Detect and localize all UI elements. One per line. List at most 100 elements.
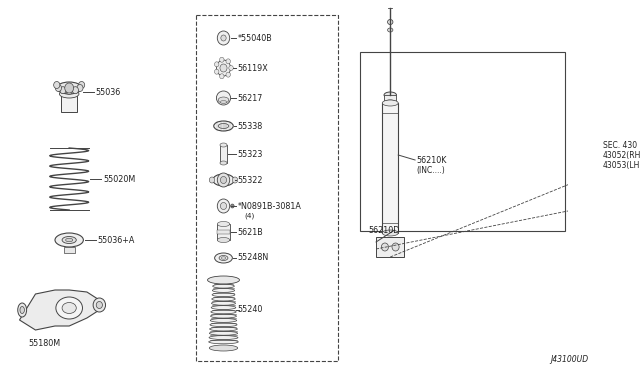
Bar bbox=[218, 230, 230, 234]
Ellipse shape bbox=[388, 19, 393, 25]
Ellipse shape bbox=[216, 91, 230, 105]
Ellipse shape bbox=[211, 301, 236, 305]
Text: *55040B: *55040B bbox=[237, 33, 273, 42]
Circle shape bbox=[60, 87, 66, 94]
Text: 56210K: 56210K bbox=[417, 155, 447, 164]
Ellipse shape bbox=[219, 256, 228, 260]
Circle shape bbox=[618, 146, 633, 164]
Circle shape bbox=[79, 81, 84, 89]
Ellipse shape bbox=[60, 90, 79, 98]
Ellipse shape bbox=[55, 233, 83, 247]
Circle shape bbox=[96, 301, 102, 308]
Circle shape bbox=[220, 57, 224, 62]
Text: 55322: 55322 bbox=[237, 176, 263, 185]
Ellipse shape bbox=[221, 257, 226, 259]
Ellipse shape bbox=[209, 345, 237, 351]
Bar bbox=[64, 247, 74, 253]
Circle shape bbox=[218, 199, 230, 213]
Bar bbox=[384, 95, 396, 103]
Ellipse shape bbox=[212, 284, 234, 288]
Circle shape bbox=[392, 243, 399, 251]
Ellipse shape bbox=[209, 340, 238, 344]
Ellipse shape bbox=[382, 230, 398, 236]
Text: 43052(RH): 43052(RH) bbox=[603, 151, 640, 160]
Circle shape bbox=[216, 60, 230, 76]
Circle shape bbox=[214, 69, 219, 74]
Ellipse shape bbox=[214, 121, 233, 131]
Ellipse shape bbox=[388, 28, 393, 32]
Text: 56217: 56217 bbox=[237, 93, 263, 103]
Ellipse shape bbox=[220, 161, 227, 165]
Text: (4): (4) bbox=[244, 213, 255, 219]
Ellipse shape bbox=[211, 310, 236, 314]
Ellipse shape bbox=[210, 323, 237, 327]
Ellipse shape bbox=[382, 100, 398, 106]
Ellipse shape bbox=[218, 237, 230, 243]
Ellipse shape bbox=[57, 82, 81, 94]
Text: 55036+A: 55036+A bbox=[97, 235, 135, 244]
Bar bbox=[360, 52, 564, 231]
Text: 56119X: 56119X bbox=[237, 64, 268, 73]
Ellipse shape bbox=[56, 297, 83, 319]
Text: 43053(LH): 43053(LH) bbox=[603, 160, 640, 170]
Circle shape bbox=[214, 62, 219, 67]
Circle shape bbox=[77, 84, 83, 92]
Circle shape bbox=[220, 202, 227, 209]
Bar bbox=[61, 94, 77, 112]
Circle shape bbox=[381, 243, 388, 251]
Ellipse shape bbox=[384, 100, 396, 106]
Circle shape bbox=[55, 84, 61, 92]
Circle shape bbox=[229, 65, 233, 71]
Circle shape bbox=[218, 31, 230, 45]
Circle shape bbox=[220, 176, 227, 183]
Text: SEC. 430: SEC. 430 bbox=[603, 141, 637, 150]
Circle shape bbox=[221, 35, 226, 41]
Circle shape bbox=[66, 87, 72, 94]
Circle shape bbox=[230, 204, 234, 208]
Circle shape bbox=[621, 151, 629, 160]
Circle shape bbox=[54, 81, 60, 89]
Bar bbox=[218, 224, 230, 240]
Ellipse shape bbox=[384, 92, 396, 98]
Ellipse shape bbox=[214, 253, 232, 263]
Text: 56210D: 56210D bbox=[368, 225, 399, 234]
Ellipse shape bbox=[212, 297, 236, 301]
Ellipse shape bbox=[18, 303, 27, 317]
Text: 55338: 55338 bbox=[237, 122, 263, 131]
Bar bbox=[382, 103, 398, 233]
Ellipse shape bbox=[218, 124, 229, 128]
Text: J43100UD: J43100UD bbox=[550, 356, 588, 365]
Bar bbox=[196, 15, 338, 361]
Ellipse shape bbox=[213, 174, 234, 186]
Ellipse shape bbox=[212, 289, 235, 292]
Circle shape bbox=[65, 83, 74, 93]
Ellipse shape bbox=[220, 143, 227, 147]
Ellipse shape bbox=[218, 221, 230, 227]
Circle shape bbox=[218, 173, 230, 187]
Ellipse shape bbox=[62, 302, 76, 314]
Text: *N0891B-3081A: *N0891B-3081A bbox=[237, 202, 301, 211]
Circle shape bbox=[226, 59, 230, 64]
Text: 55020M: 55020M bbox=[103, 174, 135, 183]
Bar bbox=[376, 237, 404, 257]
Text: 55180M: 55180M bbox=[28, 340, 61, 349]
Ellipse shape bbox=[212, 293, 235, 296]
Ellipse shape bbox=[218, 97, 229, 103]
Polygon shape bbox=[616, 110, 640, 240]
Circle shape bbox=[232, 177, 237, 183]
Circle shape bbox=[226, 72, 230, 77]
Ellipse shape bbox=[66, 238, 73, 242]
Bar bbox=[220, 145, 227, 163]
Ellipse shape bbox=[209, 336, 238, 340]
Text: (INC....): (INC....) bbox=[417, 166, 445, 174]
Ellipse shape bbox=[220, 100, 227, 103]
Ellipse shape bbox=[207, 276, 239, 284]
Ellipse shape bbox=[62, 237, 76, 244]
Ellipse shape bbox=[211, 306, 236, 310]
Circle shape bbox=[220, 74, 224, 79]
Ellipse shape bbox=[209, 331, 237, 335]
Text: 55240: 55240 bbox=[237, 305, 263, 314]
Ellipse shape bbox=[211, 314, 236, 318]
Ellipse shape bbox=[211, 318, 237, 323]
Text: 55248N: 55248N bbox=[237, 253, 269, 263]
